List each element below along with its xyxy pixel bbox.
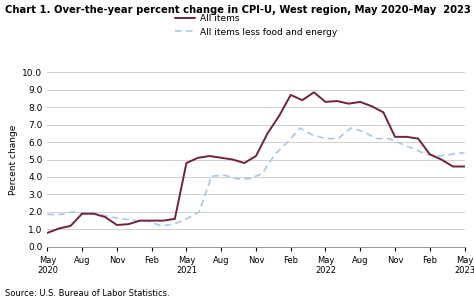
All items — [323, 100, 328, 104]
All items — [276, 114, 282, 118]
All items less food and energy — [133, 219, 139, 222]
All items less food and energy — [247, 177, 253, 181]
All items less food and energy — [272, 153, 278, 156]
All items less food and energy — [323, 137, 328, 140]
All items less food and energy — [221, 173, 227, 177]
All items less food and energy — [373, 137, 379, 140]
All items — [45, 231, 50, 235]
All items — [462, 165, 467, 168]
All items — [300, 98, 305, 102]
All items — [68, 224, 73, 228]
All items less food and energy — [45, 213, 50, 216]
All items — [357, 100, 363, 104]
All items less food and energy — [120, 217, 126, 221]
All items less food and energy — [70, 210, 75, 214]
All items less food and energy — [82, 212, 88, 216]
All items less food and energy — [57, 213, 63, 216]
All items less food and energy — [158, 224, 164, 228]
All items less food and energy — [285, 140, 291, 144]
All items less food and energy — [259, 172, 265, 175]
All items less food and energy — [310, 133, 316, 137]
All items — [438, 158, 444, 161]
All items less food and energy — [437, 154, 442, 158]
All items — [230, 158, 236, 161]
All items less food and energy — [411, 147, 417, 151]
All items less food and energy — [386, 137, 392, 140]
All items less food and energy — [146, 220, 151, 223]
Text: Chart 1. Over-the-year percent change in CPI-U, West region, May 2020–May  2023: Chart 1. Over-the-year percent change in… — [5, 5, 471, 14]
All items — [183, 161, 189, 165]
All items — [219, 156, 224, 160]
All items less food and energy — [108, 215, 113, 219]
All items — [137, 219, 143, 222]
All items — [288, 93, 293, 97]
Text: Source: U.S. Bureau of Labor Statistics.: Source: U.S. Bureau of Labor Statistics. — [5, 289, 169, 298]
All items — [160, 219, 166, 222]
All items — [415, 137, 421, 140]
All items less food and energy — [196, 210, 202, 214]
All items — [149, 219, 155, 222]
All items — [91, 212, 97, 216]
All items — [450, 165, 456, 168]
All items — [126, 222, 131, 226]
All items — [381, 110, 386, 114]
All items — [334, 99, 340, 103]
All items — [172, 217, 178, 221]
All items — [404, 135, 410, 139]
All items — [102, 215, 108, 219]
All items less food and energy — [424, 153, 429, 156]
All items — [392, 135, 398, 139]
All items less food and energy — [399, 142, 404, 146]
All items — [253, 154, 259, 158]
All items — [207, 154, 212, 158]
All items less food and energy — [297, 126, 303, 130]
All items — [114, 223, 120, 227]
All items less food and energy — [335, 137, 341, 140]
Y-axis label: Percent change: Percent change — [9, 124, 18, 195]
All items — [242, 161, 247, 165]
All items less food and energy — [95, 212, 101, 216]
All items — [264, 132, 270, 135]
All items — [79, 212, 85, 216]
All items — [56, 227, 62, 230]
All items less food and energy — [361, 130, 366, 133]
All items — [346, 102, 352, 105]
All items less food and energy — [449, 153, 455, 156]
All items less food and energy — [234, 177, 240, 181]
Line: All items: All items — [47, 92, 465, 233]
All items less food and energy — [462, 151, 467, 154]
All items — [195, 156, 201, 160]
Line: All items less food and energy: All items less food and energy — [47, 128, 465, 226]
All items — [369, 104, 374, 108]
All items less food and energy — [209, 174, 215, 178]
All items — [427, 153, 433, 156]
All items less food and energy — [348, 126, 354, 130]
Legend: All items, All items less food and energy: All items, All items less food and energ… — [172, 11, 340, 40]
All items less food and energy — [171, 222, 177, 226]
All items less food and energy — [183, 217, 189, 221]
All items — [311, 91, 317, 94]
